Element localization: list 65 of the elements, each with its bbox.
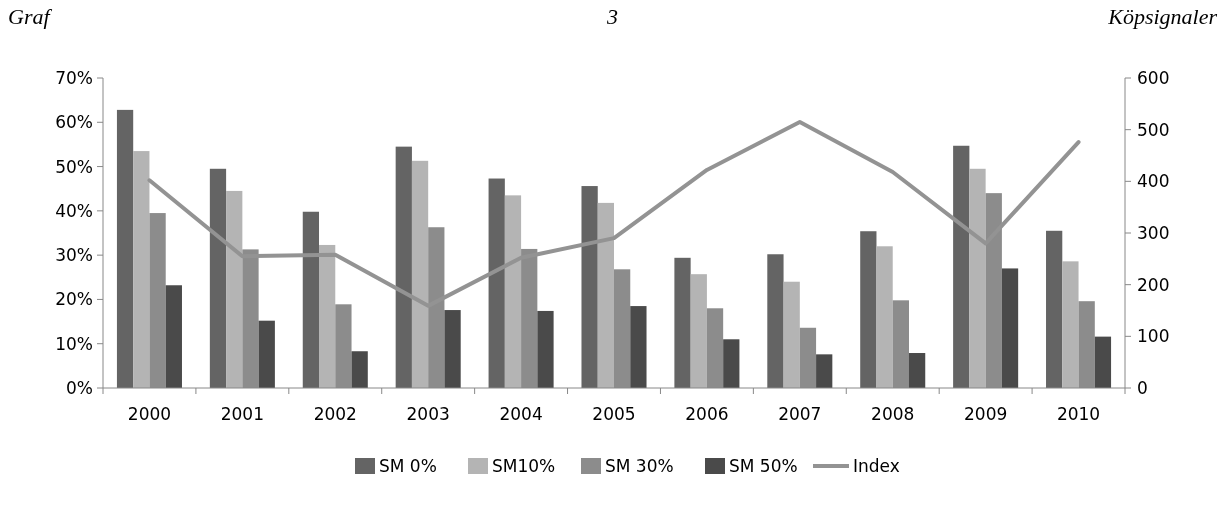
y-tick-label: 20% <box>55 289 93 310</box>
bar <box>690 274 707 388</box>
legend-label: SM10% <box>492 455 556 476</box>
y2-tick-label: 500 <box>1137 119 1170 140</box>
bar <box>1046 230 1063 388</box>
y-tick-label: 50% <box>55 156 93 177</box>
bar <box>674 257 691 388</box>
bar <box>302 211 320 388</box>
x-tick-label: 2008 <box>871 404 915 424</box>
x-tick-label: 2010 <box>1056 404 1101 424</box>
legend-label: SM 0% <box>379 455 437 476</box>
x-tick-label: 2002 <box>313 404 357 424</box>
bar <box>395 146 412 388</box>
bar <box>133 151 150 388</box>
y2-tick-label: 0 <box>1137 377 1148 398</box>
x-tick-label: 2006 <box>685 404 729 424</box>
bar <box>597 202 614 388</box>
bar <box>1001 268 1019 388</box>
bar <box>165 285 182 388</box>
bar <box>258 320 275 388</box>
x-tick-label: 2005 <box>592 404 636 424</box>
bar <box>783 281 800 388</box>
bar <box>226 190 243 388</box>
x-tick-label: 2003 <box>406 404 450 424</box>
bar <box>488 178 505 388</box>
y2-tick-label: 100 <box>1137 326 1170 347</box>
bar <box>209 168 227 388</box>
y-tick-label: 10% <box>55 333 93 354</box>
legend-label: Index <box>853 455 900 476</box>
x-tick-label: 2007 <box>778 404 822 424</box>
bar <box>630 306 647 388</box>
x-tick-label: 2009 <box>964 404 1008 424</box>
legend-label: SM 50% <box>729 455 798 476</box>
bar <box>816 354 833 388</box>
y-tick-label: 60% <box>55 112 93 133</box>
bar <box>1094 336 1112 388</box>
y-tick-label: 70% <box>55 67 93 88</box>
bar <box>411 160 429 388</box>
bar <box>319 244 336 388</box>
x-tick-label: 2001 <box>220 404 264 424</box>
bar <box>581 186 598 388</box>
bar <box>351 351 368 388</box>
bar <box>723 339 740 388</box>
chart-title: Graf 3 Köpsignaler <box>8 4 1217 29</box>
y-tick-label: 0% <box>66 377 93 398</box>
bar <box>504 195 522 388</box>
bar <box>908 353 926 388</box>
bar <box>876 246 893 388</box>
bar <box>116 109 134 388</box>
bar <box>1062 261 1079 388</box>
bar <box>953 145 970 388</box>
bar <box>969 168 986 388</box>
bar <box>444 310 461 388</box>
y2-tick-label: 300 <box>1137 222 1170 243</box>
y2-tick-label: 400 <box>1137 171 1170 192</box>
y2-tick-label: 200 <box>1137 274 1170 295</box>
x-tick-label: 2000 <box>127 404 172 424</box>
y-tick-label: 40% <box>55 200 93 221</box>
x-tick-label: 2004 <box>499 404 543 424</box>
y2-tick-label: 600 <box>1137 67 1170 88</box>
y-tick-label: 30% <box>55 245 93 266</box>
legend-label: SM 30% <box>605 455 674 476</box>
bar <box>860 231 877 388</box>
bar <box>537 310 554 388</box>
bar <box>767 254 784 388</box>
